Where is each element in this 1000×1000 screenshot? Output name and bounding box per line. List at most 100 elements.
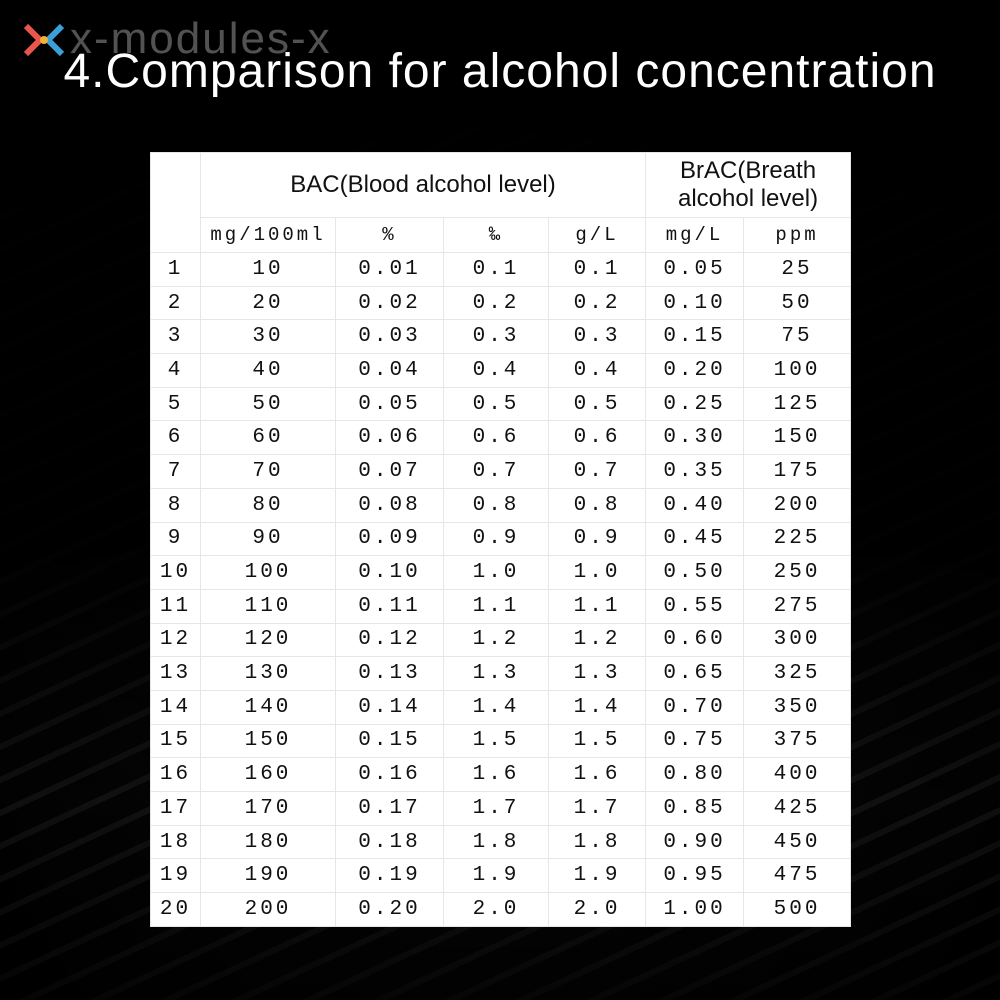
table-cell: 1.9: [547, 858, 647, 894]
table-cell: 1.8: [443, 824, 549, 860]
table-cell: 0.9: [443, 521, 549, 557]
table-cell: 0.11: [335, 588, 444, 624]
table-cell: 0.90: [645, 824, 745, 860]
table-cell: 110: [200, 588, 336, 624]
row-index: 13: [150, 656, 201, 691]
table-cell: 130: [200, 656, 336, 691]
table-cell: 0.4: [547, 353, 647, 388]
table-row: 6 60 0.06 0.6 0.6 0.30 150: [150, 420, 852, 456]
table-cell: 75: [743, 319, 852, 355]
row-index: 1: [150, 252, 201, 287]
table-cell: 1.2: [547, 622, 647, 658]
unit-header: mg/L: [645, 217, 745, 253]
table-cell: 0.10: [335, 555, 444, 590]
table-cell: 1.6: [547, 757, 647, 792]
table-cell: 50: [743, 285, 852, 321]
table-cell: 120: [200, 622, 336, 658]
table-row: 19 190 0.19 1.9 1.9 0.95 475: [150, 858, 852, 894]
table-cell: 0.05: [335, 386, 444, 422]
table-cell: 425: [743, 791, 852, 826]
table-cell: 1.7: [443, 791, 549, 826]
table-cell: 1.2: [443, 622, 549, 658]
table-cell: 100: [200, 555, 336, 590]
table-row: 14 140 0.14 1.4 1.4 0.70 350: [150, 689, 852, 725]
table-cell: 0.18: [335, 824, 444, 860]
table-row: 1 10 0.01 0.1 0.1 0.05 25: [150, 252, 852, 287]
table-cell: 125: [743, 386, 852, 422]
unit-header: ppm: [743, 217, 852, 253]
table-row: 7 70 0.07 0.7 0.7 0.35 175: [150, 454, 852, 489]
row-index: 9: [150, 521, 201, 557]
table-cell: 0.12: [335, 622, 444, 658]
table-cell: 0.14: [335, 689, 444, 725]
table-cell: 0.15: [645, 319, 745, 355]
table-row: 11 110 0.11 1.1 1.1 0.55 275: [150, 588, 852, 624]
table-cell: 275: [743, 588, 852, 624]
table-cell: 1.6: [443, 757, 549, 792]
table-cell: 0.85: [645, 791, 745, 826]
watermark: x-modules-x: [70, 14, 332, 63]
row-index: 6: [150, 420, 201, 456]
table-cell: 60: [200, 420, 336, 456]
table-cell: 1.3: [547, 656, 647, 691]
table-cell: 0.45: [645, 521, 745, 557]
row-index: 4: [150, 353, 201, 388]
table-cell: 0.2: [443, 285, 549, 321]
table-cell: 0.16: [335, 757, 444, 792]
table-cell: 0.95: [645, 858, 745, 894]
table-cell: 0.06: [335, 420, 444, 456]
table-cell: 50: [200, 386, 336, 422]
comparison-table: BAC(Blood alcohol level) BrAC(Breath alco…: [150, 152, 852, 927]
row-index: 20: [150, 892, 201, 927]
table-cell: 25: [743, 252, 852, 287]
table-cell: 1.4: [547, 689, 647, 725]
table-cell: 0.70: [645, 689, 745, 725]
table-cell: 325: [743, 656, 852, 691]
table-cell: 175: [743, 454, 852, 489]
table-cell: 375: [743, 723, 852, 759]
row-index: 11: [150, 588, 201, 624]
table-cell: 0.04: [335, 353, 444, 388]
table-cell: 0.19: [335, 858, 444, 894]
table-cell: 2.0: [443, 892, 549, 927]
table-cell: 1.1: [443, 588, 549, 624]
table-cell: 150: [200, 723, 336, 759]
row-index: 17: [150, 791, 201, 826]
table-cell: 40: [200, 353, 336, 388]
table-cell: 0.80: [645, 757, 745, 792]
title: 4.Comparison for alcohol concentration: [63, 45, 937, 98]
table-cell: 1.3: [443, 656, 549, 691]
table-cell: 140: [200, 689, 336, 725]
table-cell: 0.7: [443, 454, 549, 489]
table-cell: 0.8: [547, 487, 647, 523]
table-cell: 0.8: [443, 487, 549, 523]
table-cell: 70: [200, 454, 336, 489]
table-cell: 1.1: [547, 588, 647, 624]
table-cell: 30: [200, 319, 336, 355]
table-cell: 0.30: [645, 420, 745, 456]
table-cell: 160: [200, 757, 336, 792]
unit-header: ‰: [443, 217, 549, 253]
table-row: 5 50 0.05 0.5 0.5 0.25 125: [150, 386, 852, 422]
row-index: 10: [150, 555, 201, 590]
table-row: 15 150 0.15 1.5 1.5 0.75 375: [150, 723, 852, 759]
table-cell: 0.10: [645, 285, 745, 321]
table-cell: 0.6: [443, 420, 549, 456]
table-cell: 0.05: [645, 252, 745, 287]
table-cell: 1.9: [443, 858, 549, 894]
table-cell: 0.20: [645, 353, 745, 388]
row-index: 5: [150, 386, 201, 422]
table-cell: 0.9: [547, 521, 647, 557]
table-cell: 0.13: [335, 656, 444, 691]
table-row: 20 200 0.20 2.0 2.0 1.00 500: [150, 892, 852, 927]
table-row: 2 20 0.02 0.2 0.2 0.10 50: [150, 285, 852, 321]
table-cell: 0.60: [645, 622, 745, 658]
table-cell: 1.0: [547, 555, 647, 590]
table-cell: 0.75: [645, 723, 745, 759]
table-row: 3 30 0.03 0.3 0.3 0.15 75: [150, 319, 852, 355]
table-cell: 20: [200, 285, 336, 321]
table-cell: 1.7: [547, 791, 647, 826]
row-index: 16: [150, 757, 201, 792]
table-cell: 1.4: [443, 689, 549, 725]
